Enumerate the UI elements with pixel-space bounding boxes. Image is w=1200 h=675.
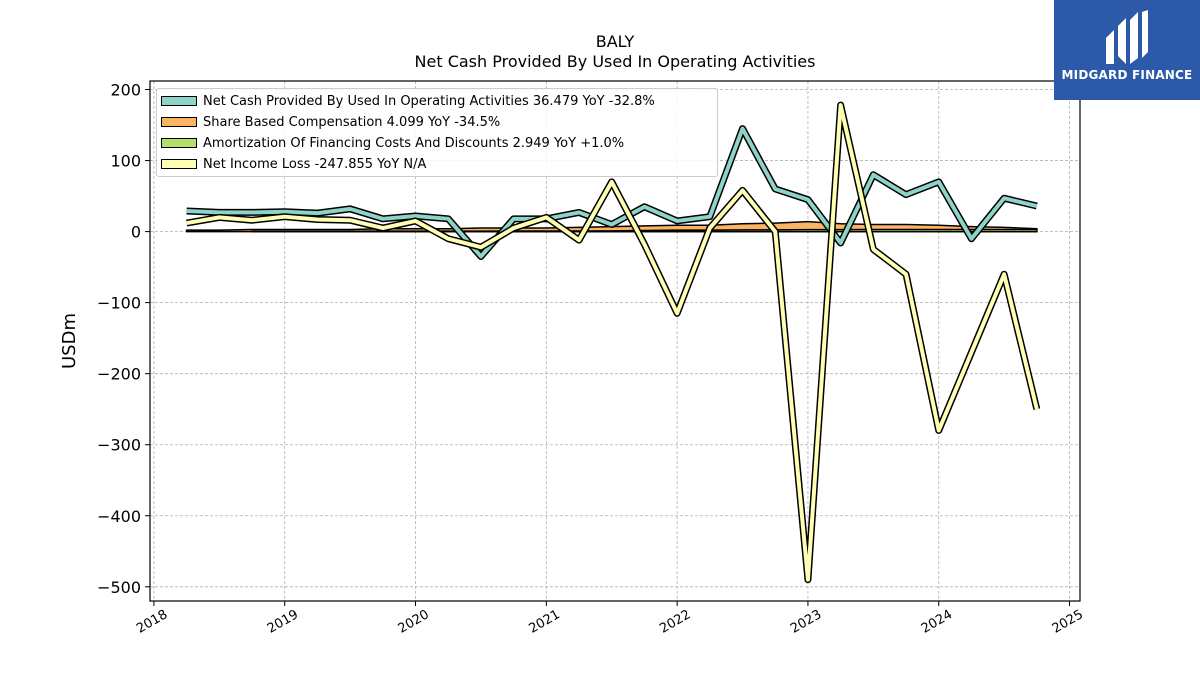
- legend-label: Share Based Compensation 4.099 YoY -34.5…: [203, 114, 501, 130]
- chart-subtitle: Net Cash Provided By Used In Operating A…: [414, 52, 816, 71]
- y-axis-label: USDm: [59, 313, 80, 369]
- x-axis-ticks: 2018 2019 2020 2021 2022 2023 2024 2025: [134, 601, 1086, 637]
- legend-item: Share Based Compensation 4.099 YoY -34.5…: [161, 112, 500, 132]
- y-tick-label: 100: [110, 152, 141, 171]
- brand-logo: MIDGARD FINANCE: [1054, 0, 1200, 100]
- legend-item: Net Income Loss -247.855 YoY N/A: [161, 154, 426, 174]
- legend-swatch: [161, 96, 197, 106]
- x-tick-label: 2020: [396, 607, 432, 637]
- legend-swatch: [161, 117, 197, 127]
- legend-item: Net Cash Provided By Used In Operating A…: [161, 91, 655, 111]
- x-tick-label: 2023: [788, 607, 824, 637]
- legend-swatch: [161, 138, 197, 148]
- x-tick-label: 2021: [526, 607, 562, 637]
- chart-legend: Net Cash Provided By Used In Operating A…: [156, 88, 718, 177]
- y-tick-label: −100: [97, 294, 141, 313]
- y-tick-label: −200: [97, 365, 141, 384]
- series-line: [186, 126, 1038, 259]
- legend-swatch: [161, 159, 197, 169]
- legend-label: Net Cash Provided By Used In Operating A…: [203, 93, 655, 109]
- logo-mark-icon: [1106, 10, 1148, 64]
- y-axis-ticks: 200 100 0 −100 −200 −300 −400 −500: [97, 81, 150, 597]
- legend-label: Amortization Of Financing Costs And Disc…: [203, 135, 625, 151]
- x-tick-label: 2018: [134, 607, 170, 637]
- y-tick-label: −500: [97, 578, 141, 597]
- y-tick-label: 0: [131, 223, 141, 242]
- logo-text: MIDGARD FINANCE: [1061, 68, 1193, 82]
- x-tick-label: 2019: [265, 607, 301, 637]
- y-tick-label: 200: [110, 81, 141, 100]
- axes-frame: [149, 80, 1081, 602]
- y-tick-label: −300: [97, 436, 141, 455]
- x-tick-label: 2024: [919, 607, 955, 637]
- chart-title: BALY: [595, 32, 635, 51]
- y-tick-label: −400: [97, 507, 141, 526]
- series-lines: [186, 101, 1041, 584]
- series-line: [186, 103, 1039, 582]
- x-tick-label: 2022: [657, 607, 693, 637]
- legend-label: Net Income Loss -247.855 YoY N/A: [203, 156, 427, 172]
- legend-item: Amortization Of Financing Costs And Disc…: [161, 133, 624, 153]
- x-tick-label: 2025: [1050, 607, 1086, 637]
- series-band: [251, 228, 1038, 233]
